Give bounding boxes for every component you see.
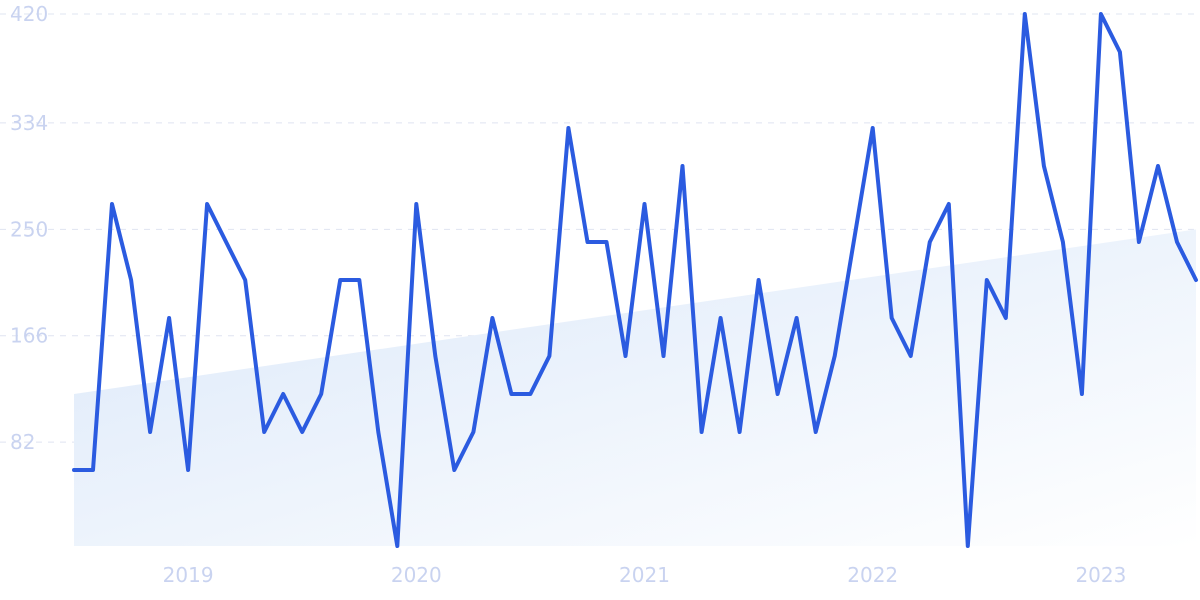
x-axis-ticks: 2019 2020 2021 2022 2023 [163, 563, 1127, 587]
trend-area [74, 229, 1196, 547]
x-tick-label: 2019 [163, 563, 214, 587]
y-tick-label: 166 [10, 324, 48, 348]
series-line-path [72, 12, 1198, 548]
x-tick-label: 2020 [391, 563, 442, 587]
y-axis-ticks: 82 166 250 334 420 [10, 2, 48, 454]
x-tick-label: 2023 [1075, 563, 1126, 587]
y-tick-label: 334 [10, 111, 48, 135]
y-tick-label: 82 [10, 430, 35, 454]
trend-area-fill [74, 229, 1196, 547]
series-line [72, 12, 1198, 548]
x-tick-label: 2022 [847, 563, 898, 587]
x-tick-label: 2021 [619, 563, 670, 587]
y-tick-label: 420 [10, 2, 48, 26]
y-tick-label: 250 [10, 217, 48, 241]
